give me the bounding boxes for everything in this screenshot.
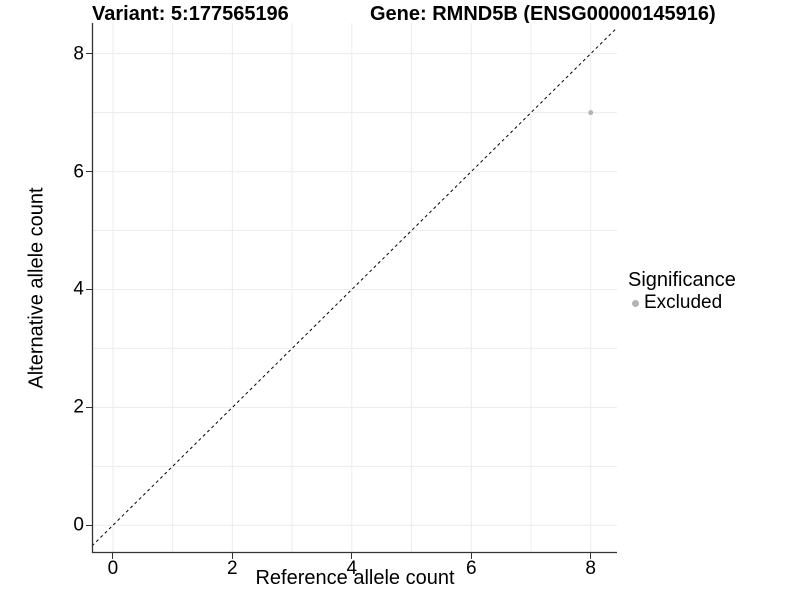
y-axis-tick-label: 4 — [73, 278, 84, 300]
y-axis-tick-mark — [86, 171, 92, 173]
y-axis-tick-label: 6 — [73, 161, 84, 183]
y-axis-tick-mark — [86, 406, 92, 408]
plot-panel — [91, 23, 618, 554]
y-axis-tick-label: 8 — [73, 43, 84, 65]
x-axis-tick-mark — [351, 553, 353, 559]
legend-key-dot-icon — [632, 299, 639, 307]
x-axis-tick-label: 8 — [585, 558, 597, 579]
data-point — [588, 110, 594, 116]
x-axis-tick-label: 4 — [346, 558, 358, 579]
x-axis-tick-mark — [590, 553, 592, 559]
y-axis-tick-mark — [86, 288, 92, 290]
x-axis-tick-label: 6 — [465, 558, 477, 579]
x-axis-tick-mark — [112, 553, 114, 559]
x-axis-tick-label: 2 — [227, 558, 238, 579]
x-axis-tick-label: 0 — [107, 558, 119, 579]
plot-title-variant: Variant: 5:177565196 — [92, 3, 289, 25]
legend-item-excluded: Excluded — [628, 292, 736, 314]
legend-item-label: Excluded — [644, 292, 723, 313]
legend: Significance Excluded — [628, 268, 736, 314]
identity-line — [91, 27, 618, 547]
y-axis-tick-label: 2 — [73, 396, 84, 418]
y-axis-tick-label: 0 — [73, 514, 84, 536]
x-axis-tick-mark — [470, 553, 472, 559]
plot-canvas — [91, 23, 618, 554]
y-axis-tick-mark — [86, 53, 92, 55]
y-axis-tick-mark — [86, 524, 92, 526]
x-axis-label: Reference allele count — [255, 567, 455, 589]
plot-title-gene: Gene: RMND5B (ENSG00000145916) — [370, 3, 716, 25]
x-axis-tick-mark — [231, 553, 233, 559]
legend-title: Significance — [628, 269, 736, 291]
